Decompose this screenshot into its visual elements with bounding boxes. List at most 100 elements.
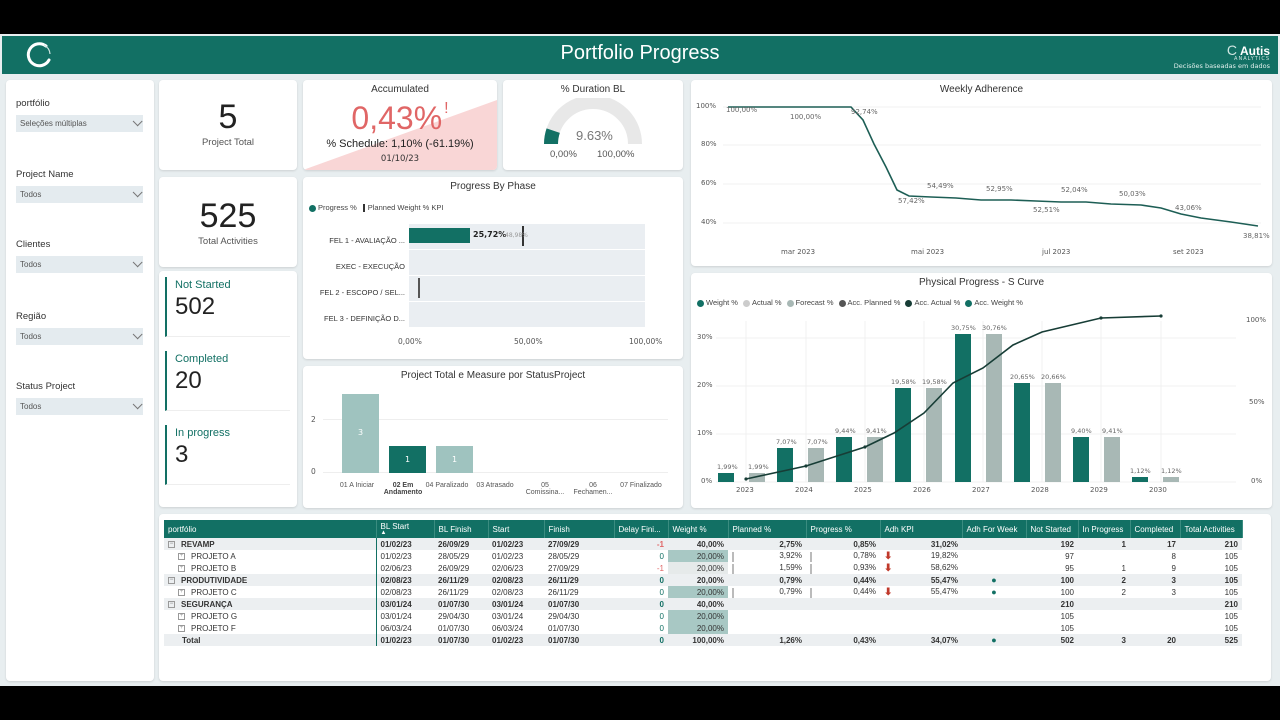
legend-planned[interactable]: Planned Weight % KPI — [362, 203, 444, 213]
cell-adh-week: ● — [962, 634, 1026, 646]
clientes-dropdown[interactable]: Todos — [16, 256, 143, 273]
col-total-activities[interactable]: Total Activities — [1180, 520, 1243, 538]
expand-icon[interactable]: + — [178, 612, 185, 620]
data-label: 1,99% — [717, 463, 738, 471]
legend-progress[interactable]: Progress % — [309, 203, 357, 212]
project-name-dropdown[interactable]: Todos — [16, 186, 143, 203]
chart-title: Progress By Phase — [450, 181, 536, 192]
table-row[interactable]: + PROJETO F 06/03/24 01/07/30 06/03/24 01/07/… — [164, 622, 1242, 634]
legend-acc-actual[interactable]: Acc. Actual % — [905, 298, 960, 307]
table-total-row[interactable]: Total 01/02/23 01/07/30 01/02/23 01/07/30 0 10… — [164, 634, 1242, 646]
category-label: FEL 3 - DEFINIÇÃO D... — [324, 314, 405, 323]
col-label: In Progress — [1082, 524, 1124, 534]
table-row[interactable]: + PROJETO G 03/01/24 29/04/30 03/01/24 29/04/… — [164, 610, 1242, 622]
filter-clientes: Clientes Todos — [16, 239, 143, 273]
cell-adh-week: ● — [962, 586, 1026, 598]
cell-value: 0,93% — [853, 562, 876, 572]
col-delay-finish[interactable]: Delay Fini... — [614, 520, 669, 538]
cell-value: 3,92% — [779, 550, 802, 560]
collapse-icon[interactable]: − — [168, 540, 175, 548]
legend-label: Acc. Actual % — [914, 298, 961, 307]
cell-not-started: 100 — [1026, 586, 1078, 598]
data-label: 1,12% — [1161, 467, 1182, 475]
status-project-dropdown[interactable]: Todos — [16, 398, 143, 415]
cell-in-progress — [1078, 610, 1130, 622]
col-planned[interactable]: Planned % — [728, 520, 807, 538]
table-row[interactable]: + PROJETO C 02/08/23 26/11/29 02/08/23 26/11/… — [164, 586, 1242, 598]
col-bl-finish[interactable]: BL Finish — [434, 520, 489, 538]
cell-value: 2 — [1121, 587, 1126, 597]
cell-value: 105 — [1224, 551, 1238, 561]
company-logo-icon — [26, 42, 51, 68]
y-tick-right: 0% — [1251, 477, 1263, 485]
col-weight[interactable]: Weight % — [668, 520, 729, 538]
expand-icon[interactable]: + — [178, 588, 185, 596]
table-group-row[interactable]: − SEGURANÇA 03/01/24 01/07/30 03/01/24 01/07/… — [164, 598, 1242, 610]
brand-sub: ANALYTICS — [1234, 56, 1270, 62]
cell-total: 210 — [1180, 598, 1242, 610]
cell-value: 26/11/29 — [548, 575, 579, 585]
completed-label: Completed — [175, 353, 229, 365]
completed-kpi: Completed 20 — [165, 351, 290, 411]
col-progress[interactable]: Progress % — [806, 520, 881, 538]
col-bl-start[interactable]: BL Start ▲ — [376, 520, 435, 538]
expand-icon[interactable]: + — [178, 624, 185, 632]
cell-not-started: 502 — [1026, 634, 1078, 646]
table-row[interactable]: + PROJETO B 02/06/23 26/09/29 02/06/23 27/09/… — [164, 562, 1242, 574]
portfolio-dropdown[interactable]: Seleções múltiplas — [16, 115, 143, 132]
col-adh-kpi[interactable]: Adh KPI — [880, 520, 963, 538]
data-bar-icon — [732, 563, 734, 574]
gauge-value: 9.63% — [576, 128, 613, 143]
data-label: 52,95% — [986, 185, 1013, 193]
cell-value: 55,47% — [930, 586, 958, 596]
bar-em-andamento[interactable]: 1 — [389, 446, 426, 473]
legend-forecast[interactable]: Forecast % — [786, 298, 834, 307]
cell-value: 02/06/23 — [492, 563, 524, 573]
col-not-started[interactable]: Not Started — [1026, 520, 1079, 538]
col-label: Total Activities — [1184, 524, 1235, 534]
bar-label: 1 — [451, 455, 458, 464]
col-finish[interactable]: Finish — [544, 520, 615, 538]
col-completed[interactable]: Completed — [1130, 520, 1181, 538]
legend-acc-planned[interactable]: Acc. Planned % — [838, 298, 900, 307]
x-tick: mar 2023 — [781, 248, 816, 256]
phase-bar-fel1[interactable] — [409, 228, 470, 243]
cell-delay: 0 — [614, 634, 668, 646]
legend-dot-icon — [697, 299, 704, 307]
cell-value: 0,44% — [853, 575, 876, 585]
x-tick: 2028 — [1031, 486, 1049, 494]
bar-a-iniciar[interactable]: 3 — [342, 394, 379, 473]
col-portfolio[interactable]: portfólio — [164, 520, 377, 538]
cell-adh-week — [962, 562, 1026, 574]
bar-paralizado[interactable]: 1 — [436, 446, 473, 473]
legend-acc-weight[interactable]: Acc. Weight % — [965, 298, 1023, 307]
cell-delay: 0 — [614, 622, 668, 634]
data-label: 52,51% — [1033, 206, 1060, 214]
data-bar-icon — [810, 551, 812, 562]
legend-actual[interactable]: Actual % — [742, 298, 782, 307]
y-tick-right: 50% — [1249, 398, 1265, 406]
weekly-adherence-chart: Weekly Adherence 100% 80% 60% 40% 100,00… — [691, 80, 1272, 266]
chart-title: Physical Progress - S Curve — [918, 277, 1045, 288]
col-in-progress[interactable]: In Progress — [1078, 520, 1131, 538]
collapse-icon[interactable]: − — [168, 600, 175, 608]
legend-weight[interactable]: Weight % — [697, 298, 738, 307]
dropdown-value: Seleções múltiplas — [20, 119, 87, 128]
expand-icon[interactable]: + — [178, 564, 185, 572]
data-label: 7,07% — [776, 438, 797, 446]
data-label: 20,65% — [1010, 373, 1035, 381]
expand-icon[interactable]: + — [178, 552, 185, 560]
col-adh-week[interactable]: Adh For Week — [962, 520, 1027, 538]
table-group-row[interactable]: − REVAMP 01/02/23 26/09/29 01/02/23 27/09/29 -… — [164, 538, 1242, 550]
table-row[interactable]: + PROJETO A 01/02/23 28/05/29 01/02/23 28/05/… — [164, 550, 1242, 562]
cell-total: 210 — [1180, 538, 1242, 550]
table-group-row[interactable]: − PRODUTIVIDADE 02/08/23 26/11/29 02/08/23 26… — [164, 574, 1242, 586]
regiao-dropdown[interactable]: Todos — [16, 328, 143, 345]
cell-adh-week: ● — [962, 574, 1026, 586]
x-tick: 2030 — [1149, 486, 1167, 494]
cell-delay: -1 — [614, 562, 668, 574]
col-label: Adh For Week — [966, 524, 1018, 534]
bar-label: 1 — [404, 455, 411, 464]
collapse-icon[interactable]: − — [168, 576, 175, 584]
col-start[interactable]: Start — [488, 520, 545, 538]
